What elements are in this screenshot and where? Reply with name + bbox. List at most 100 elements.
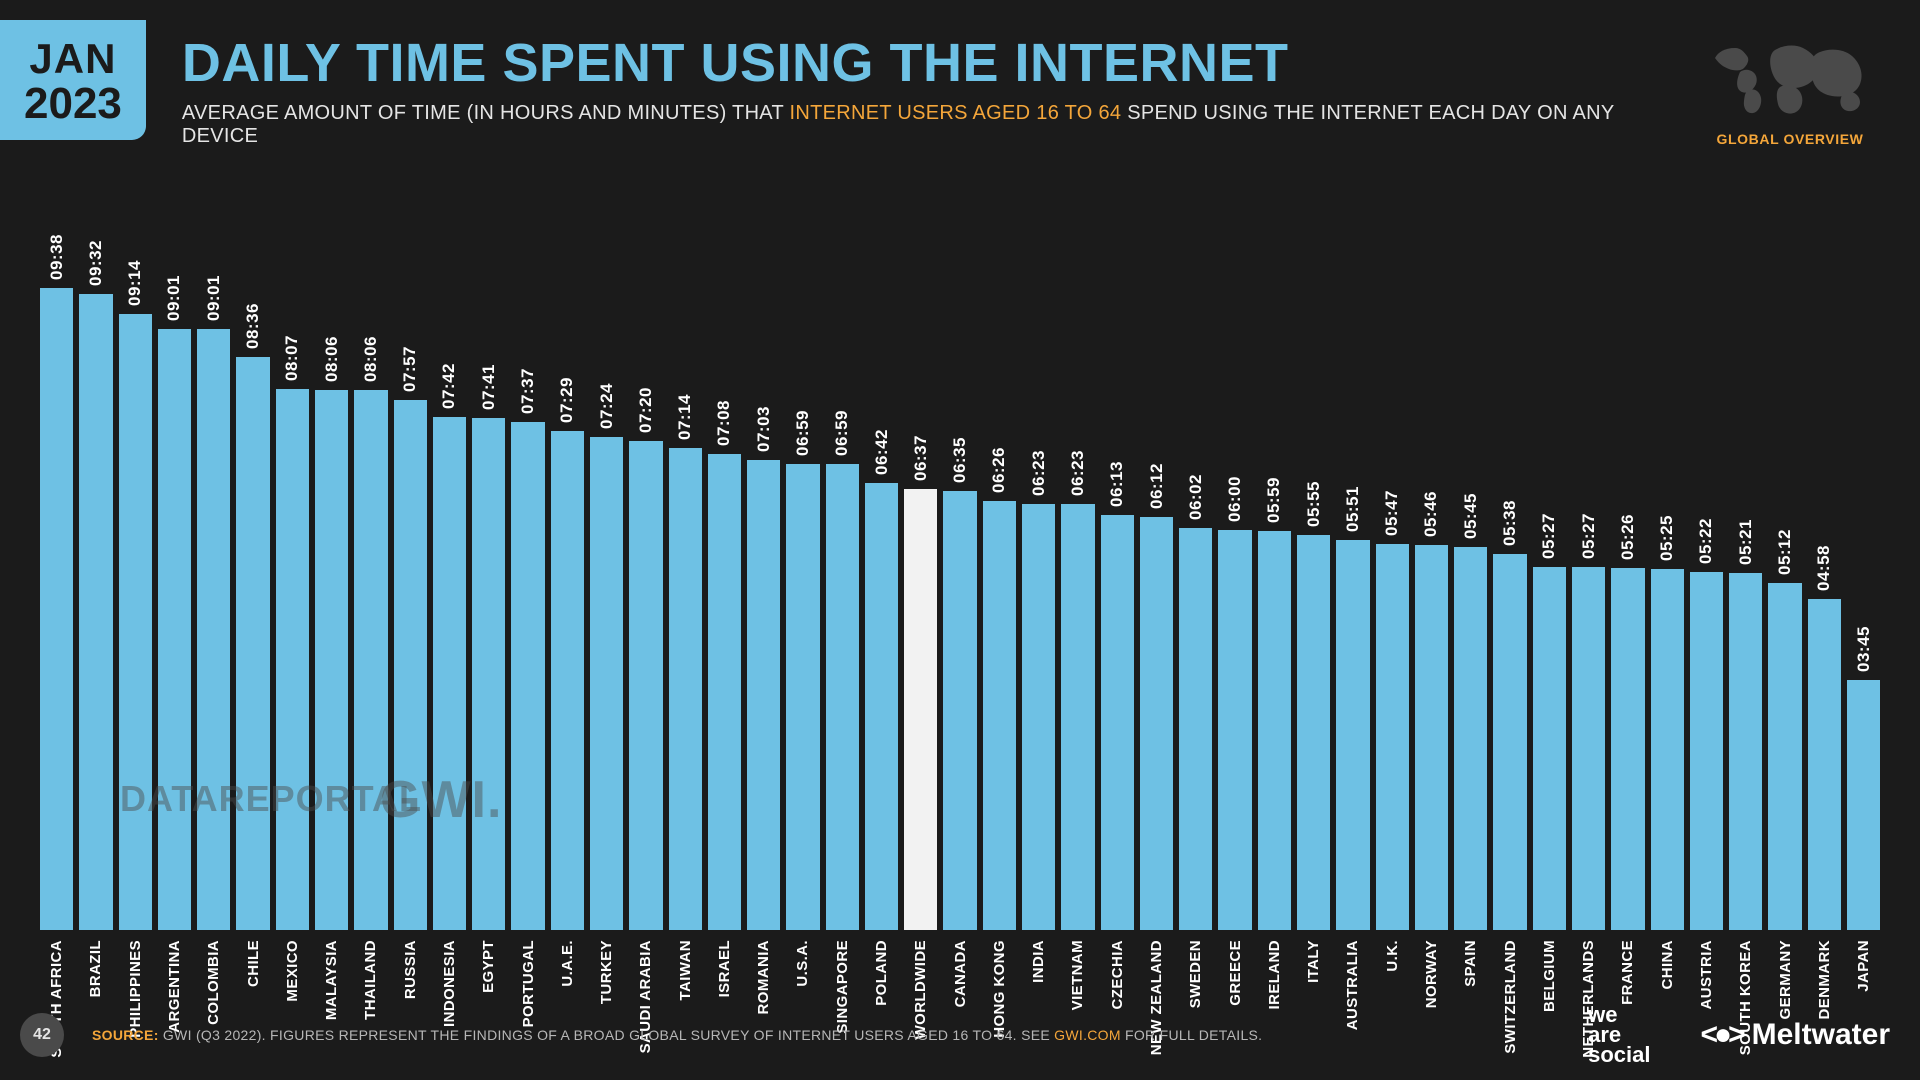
world-label: GLOBAL OVERVIEW: [1690, 131, 1890, 147]
meltwater-text: Meltwater: [1752, 1018, 1890, 1052]
bar-rect: [197, 329, 230, 930]
bar-rect: [904, 489, 937, 930]
bar-value: 07:03: [754, 406, 774, 452]
bar-taiwan: 07:14TAIWAN: [669, 200, 702, 930]
source-link: GWI.COM: [1054, 1027, 1121, 1043]
was-line3: social: [1588, 1045, 1650, 1065]
bar-rect: [1218, 530, 1251, 930]
bar-value: 07:29: [557, 377, 577, 423]
bar-indonesia: 07:42INDONESIA: [433, 200, 466, 930]
bar-rect: [1808, 599, 1841, 930]
bar-value: 05:45: [1461, 493, 1481, 539]
bar-rect: [1415, 545, 1448, 930]
bar-value: 06:59: [793, 410, 813, 456]
bar-colombia: 09:01COLOMBIA: [197, 200, 230, 930]
page-subtitle: AVERAGE AMOUNT OF TIME (IN HOURS AND MIN…: [182, 102, 1690, 148]
bar-rect: [983, 501, 1016, 930]
bar-rect: [119, 314, 152, 930]
date-month: JAN: [24, 38, 122, 80]
bar-rect: [865, 483, 898, 930]
bar-austria: 05:22AUSTRIA: [1690, 200, 1723, 930]
bar-belgium: 05:27BELGIUM: [1533, 200, 1566, 930]
bar-value: 05:26: [1618, 514, 1638, 560]
bar-label: JAPAN: [1855, 940, 1872, 992]
bar-value: 06:23: [1029, 450, 1049, 496]
bar-canada: 06:35CANADA: [943, 200, 976, 930]
bar-value: 04:58: [1814, 545, 1834, 591]
bar-mexico: 08:07MEXICO: [276, 200, 309, 930]
bar-rect: [747, 460, 780, 930]
bar-rect: [511, 422, 544, 930]
bar-label: U.S.A.: [794, 940, 811, 987]
bar-rect: [1179, 528, 1212, 930]
bar-rect: [1572, 567, 1605, 930]
bar-value: 09:14: [125, 260, 145, 306]
bar-turkey: 07:24TURKEY: [590, 200, 623, 930]
bar-rect: [276, 389, 309, 930]
bar-value: 08:06: [322, 336, 342, 382]
bar-worldwide: 06:37WORLDWIDE: [904, 200, 937, 930]
bar-rect: [551, 431, 584, 930]
footer: 42 SOURCE: GWI (Q3 2022). FIGURES REPRES…: [0, 990, 1920, 1080]
bar-label: CHILE: [245, 940, 262, 987]
bar-argentina: 09:01ARGENTINA: [158, 200, 191, 930]
bar-rect: [1258, 531, 1291, 930]
bar-value: 07:20: [636, 387, 656, 433]
bar-value: 06:02: [1186, 474, 1206, 520]
bar-rect: [354, 390, 387, 930]
bar-u-s-a-: 06:59U.S.A.: [786, 200, 819, 930]
bar-south-africa: 09:38SOUTH AFRICA: [40, 200, 73, 930]
bar-philippines: 09:14PHILIPPINES: [119, 200, 152, 930]
bar-czechia: 06:13CZECHIA: [1101, 200, 1134, 930]
bar-rect: [590, 437, 623, 930]
bar-spain: 05:45SPAIN: [1454, 200, 1487, 930]
bar-rect: [236, 357, 269, 930]
bar-rect: [1493, 554, 1526, 930]
bar-value: 07:14: [675, 394, 695, 440]
subtitle-highlight: INTERNET USERS AGED 16 TO 64: [789, 102, 1121, 124]
bar-value: 05:22: [1696, 518, 1716, 564]
bar-egypt: 07:41EGYPT: [472, 200, 505, 930]
bar-label: U.A.E.: [559, 940, 576, 987]
bar-value: 06:23: [1068, 450, 1088, 496]
bar-value: 06:37: [911, 435, 931, 481]
page-number: 42: [20, 1013, 64, 1057]
bar-rect: [394, 400, 427, 930]
bar-rect: [786, 464, 819, 930]
bar-u-k-: 05:47U.K.: [1376, 200, 1409, 930]
bar-rect: [1729, 573, 1762, 930]
source-post: FOR FULL DETAILS.: [1121, 1027, 1263, 1043]
title-block: DAILY TIME SPENT USING THE INTERNET AVER…: [182, 20, 1690, 148]
bar-rect: [1651, 569, 1684, 930]
bar-rect: [40, 288, 73, 930]
bar-singapore: 06:59SINGAPORE: [826, 200, 859, 930]
bar-portugal: 07:37PORTUGAL: [511, 200, 544, 930]
bar-label: EGYPT: [480, 940, 497, 993]
bar-chart: 09:38SOUTH AFRICA09:32BRAZIL09:14PHILIPP…: [40, 200, 1880, 930]
bar-value: 05:51: [1343, 486, 1363, 532]
bar-rect: [158, 329, 191, 930]
bar-value: 05:38: [1500, 500, 1520, 546]
bar-rect: [1690, 572, 1723, 930]
source-label: SOURCE:: [92, 1027, 159, 1043]
bar-value: 05:25: [1657, 515, 1677, 561]
bar-label: ISRAEL: [716, 940, 733, 997]
bar-value: 03:45: [1854, 626, 1874, 672]
bar-germany: 05:12GERMANY: [1768, 200, 1801, 930]
bar-thailand: 08:06THAILAND: [354, 200, 387, 930]
bar-russia: 07:57RUSSIA: [394, 200, 427, 930]
bar-rect: [472, 418, 505, 930]
bar-label: BRAZIL: [87, 940, 104, 997]
bar-rect: [1061, 504, 1094, 930]
bar-value: 06:59: [832, 410, 852, 456]
bar-rect: [943, 491, 976, 930]
bar-china: 05:25CHINA: [1651, 200, 1684, 930]
bar-value: 08:07: [282, 335, 302, 381]
bar-value: 09:01: [164, 275, 184, 321]
bar-rect: [669, 448, 702, 930]
bar-value: 05:47: [1382, 490, 1402, 536]
bar-italy: 05:55ITALY: [1297, 200, 1330, 930]
bar-value: 09:32: [86, 240, 106, 286]
bar-value: 06:12: [1147, 463, 1167, 509]
bar-rect: [1376, 544, 1409, 930]
